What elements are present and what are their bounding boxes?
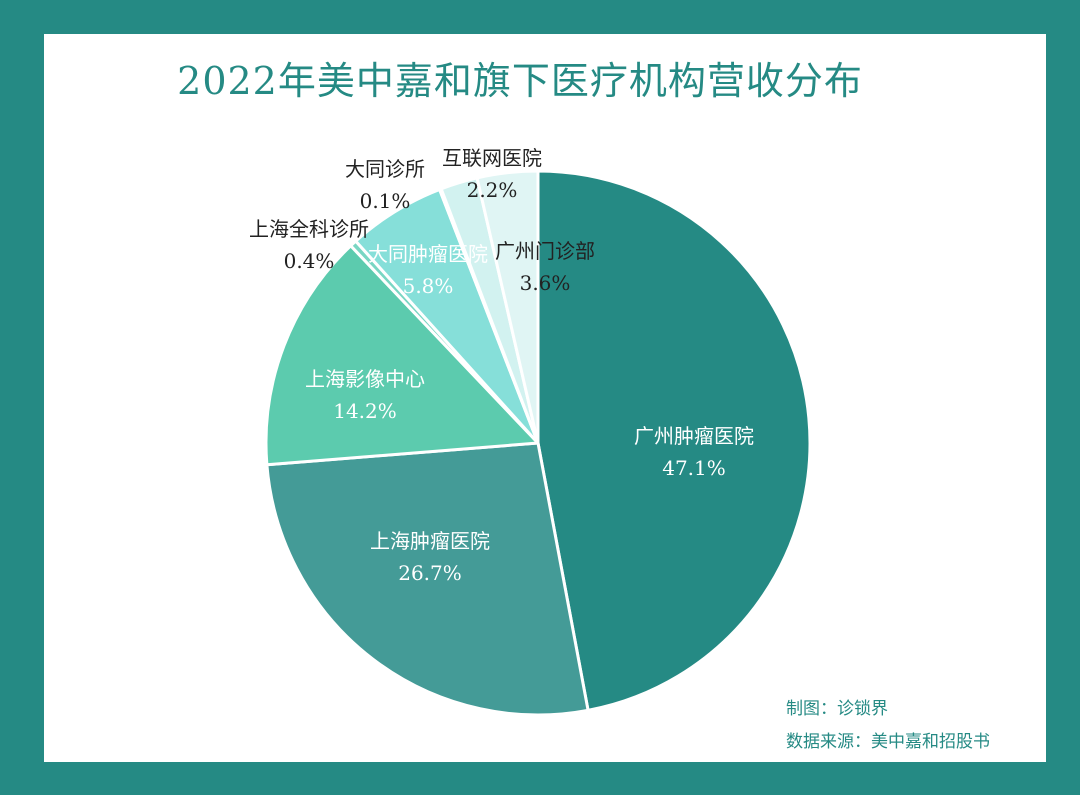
slice-label: 大同诊所 xyxy=(345,157,425,181)
pie-labels: 广州肿瘤医院 47.1% 上海肿瘤医院 26.7% 上海影像中心 14.2% 上海全科诊所 0… xyxy=(249,146,754,585)
slice-value-label: 26.7% xyxy=(398,561,462,585)
slice-value-label: 47.1% xyxy=(662,456,726,480)
pie-slice xyxy=(536,169,812,712)
pie-slices xyxy=(264,169,812,717)
slice-label: 广州肿瘤医院 xyxy=(634,424,754,448)
slice-value-label: 5.8% xyxy=(403,274,454,298)
slice-value-label: 0.4% xyxy=(284,249,335,273)
chart-title: 2022年美中嘉和旗下医疗机构营收分布 xyxy=(177,59,863,103)
slice-label: 上海全科诊所 xyxy=(249,217,369,241)
pie-slice xyxy=(265,441,590,717)
slice-label: 广州门诊部 xyxy=(495,239,595,263)
slice-label: 互联网医院 xyxy=(442,146,542,170)
chart-author-credit: 制图：诊锁界 xyxy=(786,699,888,719)
pie-slice xyxy=(264,244,540,467)
slice-label: 大同肿瘤医院 xyxy=(368,242,488,266)
data-source-credit: 数据来源：美中嘉和招股书 xyxy=(786,732,990,752)
slice-value-label: 0.1% xyxy=(360,189,411,213)
slice-value-label: 2.2% xyxy=(467,178,518,202)
slice-label: 上海肿瘤医院 xyxy=(370,529,490,553)
slice-value-label: 3.6% xyxy=(520,271,571,295)
slice-label: 上海影像中心 xyxy=(305,367,425,391)
slice-value-label: 14.2% xyxy=(333,399,397,423)
pie-slice xyxy=(475,169,540,445)
